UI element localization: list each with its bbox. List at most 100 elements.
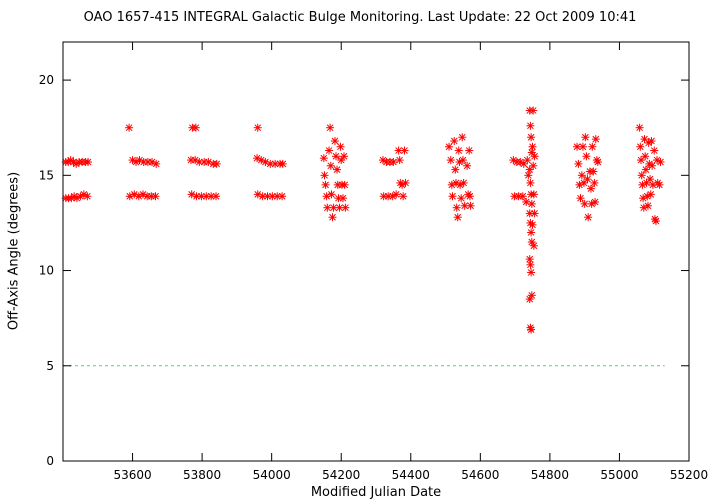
- data-point: [191, 123, 200, 132]
- data-point: [527, 228, 536, 237]
- data-point: [643, 201, 652, 210]
- data-point: [457, 194, 466, 203]
- data-point: [465, 146, 474, 155]
- data-point: [641, 165, 650, 174]
- data-point: [458, 156, 467, 165]
- data-point: [593, 157, 602, 166]
- data-point: [635, 123, 644, 132]
- chart-title: OAO 1657-415 INTEGRAL Galactic Bulge Mon…: [83, 10, 637, 25]
- axes: 0 5 10 15 20 53600 53800 54000 54200 54400 54600 54…: [39, 41, 708, 482]
- x-tick-label: 55000: [600, 468, 638, 482]
- data-point: [590, 178, 599, 187]
- data-point: [578, 142, 587, 151]
- data-point: [656, 157, 665, 166]
- data-point: [584, 213, 593, 222]
- x-axis-label: Modified Julian Date: [310, 485, 442, 500]
- y-tick-label: 5: [46, 359, 54, 373]
- data-point: [326, 123, 335, 132]
- data-point: [333, 165, 342, 174]
- data-point: [446, 156, 455, 165]
- data-point: [330, 137, 339, 146]
- data-point: [586, 184, 595, 193]
- data-point: [263, 192, 272, 201]
- data-point: [466, 201, 475, 210]
- data-point: [648, 161, 657, 170]
- x-tick-label: 53800: [183, 468, 221, 482]
- data-points: [61, 106, 665, 334]
- data-point: [655, 180, 664, 189]
- y-tick-label: 15: [39, 168, 54, 182]
- data-point: [591, 197, 600, 206]
- data-point: [459, 178, 468, 187]
- data-point: [83, 192, 92, 201]
- data-point: [325, 146, 334, 155]
- x-tick-label: 54400: [392, 468, 430, 482]
- data-point: [258, 192, 267, 201]
- data-point: [527, 199, 536, 208]
- y-tick-label: 0: [46, 454, 54, 468]
- data-point: [581, 133, 590, 142]
- data-point: [212, 192, 221, 201]
- data-point: [400, 146, 409, 155]
- data-point: [583, 175, 592, 184]
- data-point: [526, 260, 535, 269]
- data-point: [268, 192, 277, 201]
- data-point: [641, 152, 650, 161]
- data-point: [326, 161, 335, 170]
- data-point: [529, 106, 538, 115]
- data-point: [72, 194, 81, 203]
- data-point: [458, 133, 467, 142]
- data-point: [340, 180, 349, 189]
- data-point: [651, 217, 660, 226]
- data-point: [451, 165, 460, 174]
- data-point: [588, 142, 597, 151]
- data-point: [527, 133, 536, 142]
- data-point: [529, 190, 538, 199]
- data-point: [253, 123, 262, 132]
- data-point: [273, 192, 282, 201]
- data-point: [637, 171, 646, 180]
- data-point: [523, 156, 532, 165]
- data-point: [328, 213, 337, 222]
- data-point: [522, 197, 531, 206]
- x-tick-label: 54200: [322, 468, 360, 482]
- data-point: [392, 190, 401, 199]
- data-point: [645, 159, 654, 168]
- data-point: [395, 156, 404, 165]
- data-point: [589, 167, 598, 176]
- data-point: [332, 152, 341, 161]
- data-point: [463, 161, 472, 170]
- data-point: [528, 142, 537, 151]
- data-point: [642, 178, 651, 187]
- data-point: [646, 190, 655, 199]
- data-point: [580, 199, 589, 208]
- x-tick-label: 53600: [113, 468, 151, 482]
- data-point: [526, 121, 535, 130]
- plot-frame: [62, 41, 690, 462]
- data-point: [525, 255, 534, 264]
- data-point: [636, 142, 645, 151]
- data-point: [524, 171, 533, 180]
- data-point: [341, 203, 350, 212]
- data-point: [207, 192, 216, 201]
- data-point: [151, 192, 160, 201]
- data-point: [460, 201, 469, 210]
- data-point: [197, 192, 206, 201]
- y-tick-label: 10: [39, 264, 54, 278]
- data-point: [212, 159, 221, 168]
- data-point: [389, 157, 398, 166]
- x-tick-label: 54800: [531, 468, 569, 482]
- data-point: [320, 171, 329, 180]
- data-point: [336, 142, 345, 151]
- data-point: [576, 194, 585, 203]
- data-point: [529, 161, 538, 170]
- data-point: [591, 135, 600, 144]
- data-point: [445, 142, 454, 151]
- data-point: [329, 203, 338, 212]
- data-point: [527, 325, 536, 334]
- x-tick-label: 55200: [670, 468, 708, 482]
- data-point: [465, 192, 474, 201]
- data-point: [319, 154, 328, 163]
- data-point: [453, 213, 462, 222]
